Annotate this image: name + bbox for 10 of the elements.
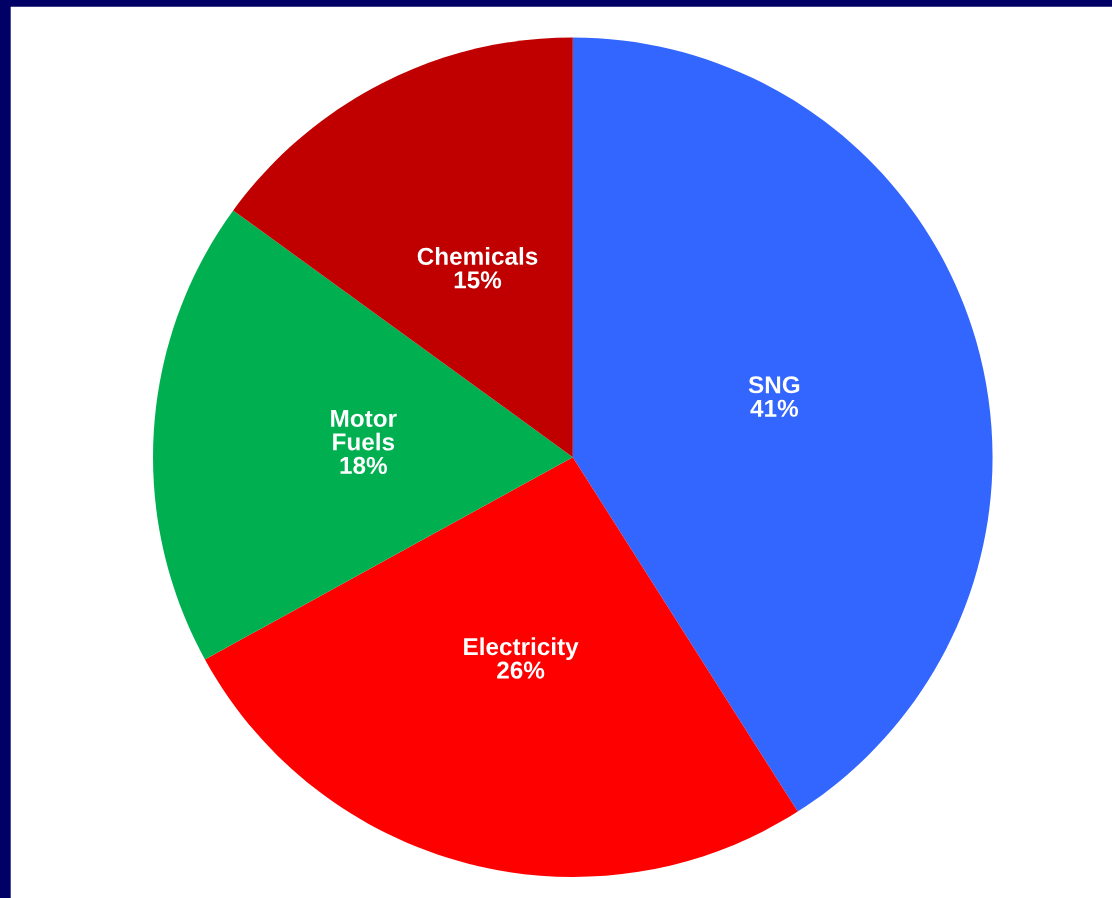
data-label: 18% — [340, 456, 387, 475]
data-label: 15% — [454, 271, 502, 289]
data-label: 41% — [750, 399, 799, 417]
pie-slice — [204, 457, 798, 877]
slice-label: Chemicals — [417, 247, 538, 265]
slice-label: Motor Fuels — [331, 410, 397, 451]
slice-label: SNG — [748, 376, 800, 394]
pie-slice — [233, 37, 573, 458]
data-label: 26% — [497, 661, 545, 679]
slice-label: Electricity — [464, 637, 579, 661]
